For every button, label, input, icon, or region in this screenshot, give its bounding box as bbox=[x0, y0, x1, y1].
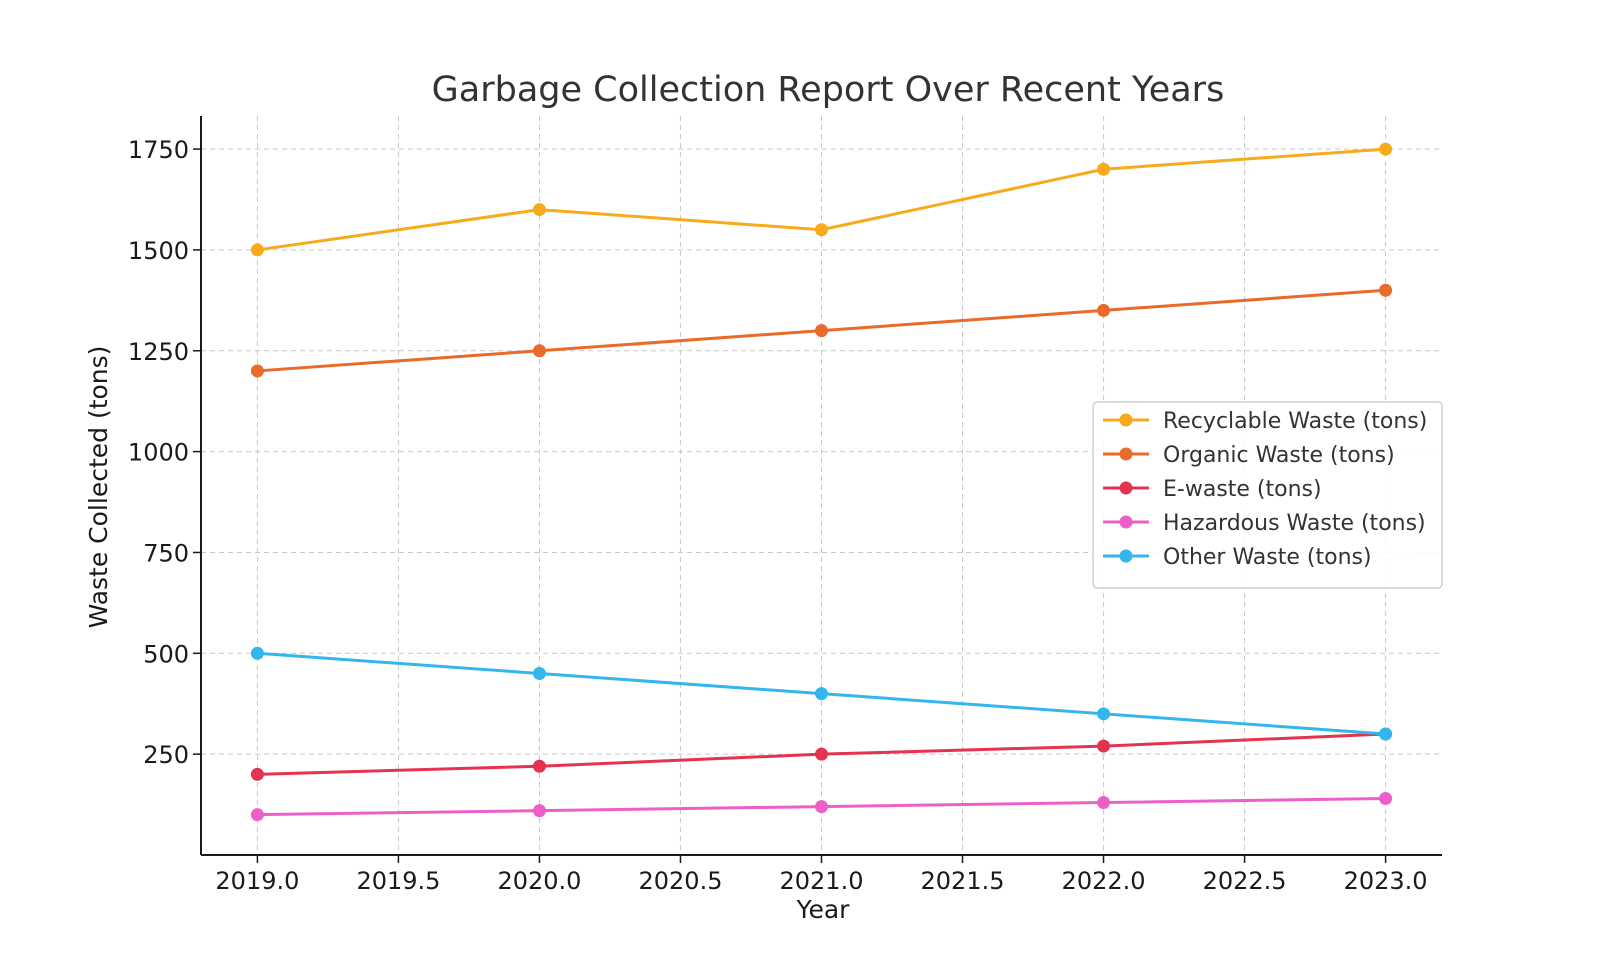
data-point bbox=[532, 804, 546, 818]
y-tick-label: 1250 bbox=[128, 338, 189, 366]
legend-item: Recyclable Waste (tons) bbox=[1103, 409, 1427, 434]
y-tick-label: 250 bbox=[143, 741, 189, 769]
data-point bbox=[1097, 162, 1111, 176]
legend-item: Hazardous Waste (tons) bbox=[1103, 511, 1426, 536]
legend-item: Other Waste (tons) bbox=[1103, 545, 1372, 570]
data-point bbox=[815, 687, 828, 701]
x-tick-label: 2022.0 bbox=[1062, 867, 1146, 895]
data-point bbox=[1097, 303, 1111, 317]
data-point bbox=[815, 324, 828, 338]
data-point bbox=[1379, 283, 1393, 297]
legend-label: Other Waste (tons) bbox=[1163, 545, 1372, 570]
data-point bbox=[1097, 739, 1111, 753]
legend-label: Recyclable Waste (tons) bbox=[1163, 409, 1427, 434]
series-hazardous-waste-tons bbox=[250, 792, 1393, 822]
x-tick-label: 2022.5 bbox=[1203, 867, 1287, 895]
data-point bbox=[815, 800, 828, 814]
data-point bbox=[532, 344, 546, 358]
data-point bbox=[815, 747, 828, 761]
y-axis-label: Waste Collected (tons) bbox=[84, 346, 113, 629]
legend-label: E-waste (tons) bbox=[1163, 477, 1322, 502]
y-tick-label: 750 bbox=[143, 539, 189, 567]
series-other-waste-tons bbox=[250, 646, 1393, 741]
data-point bbox=[1097, 707, 1111, 721]
data-point bbox=[250, 364, 264, 378]
data-point bbox=[250, 646, 264, 660]
tick-labels: 2019.0 2019.5 2020.0 2020.5 2021.0 2021.5 2022… bbox=[128, 136, 1428, 895]
x-tick-label: 2023.0 bbox=[1344, 867, 1428, 895]
data-point bbox=[1379, 142, 1393, 156]
legend-label: Organic Waste (tons) bbox=[1163, 443, 1395, 468]
legend-swatch-marker bbox=[1119, 515, 1133, 529]
data-point bbox=[1379, 792, 1393, 806]
y-tick-label: 500 bbox=[143, 640, 189, 668]
chart-title: Garbage Collection Report Over Recent Ye… bbox=[432, 70, 1225, 110]
legend-swatch-marker bbox=[1119, 447, 1133, 461]
legend-item: E-waste (tons) bbox=[1103, 477, 1322, 502]
legend-label: Hazardous Waste (tons) bbox=[1163, 511, 1426, 536]
legend-swatch-marker bbox=[1119, 481, 1133, 495]
axes bbox=[193, 116, 1442, 863]
series-layer bbox=[250, 142, 1393, 822]
legend-item: Organic Waste (tons) bbox=[1103, 443, 1395, 468]
data-point bbox=[532, 203, 546, 217]
x-tick-label: 2020.5 bbox=[638, 867, 722, 895]
x-tick-label: 2021.5 bbox=[921, 867, 1005, 895]
x-tick-label: 2019.5 bbox=[356, 867, 440, 895]
x-tick-label: 2020.0 bbox=[497, 867, 581, 895]
x-axis-label: Year bbox=[796, 895, 851, 924]
legend-box bbox=[1092, 401, 1443, 589]
data-point bbox=[532, 666, 546, 680]
legend: Recyclable Waste (tons) Organic Waste (to… bbox=[1092, 401, 1443, 589]
data-point bbox=[250, 808, 264, 822]
legend-swatch-marker bbox=[1119, 413, 1133, 427]
data-point bbox=[250, 767, 264, 781]
data-point bbox=[815, 223, 828, 237]
y-tick-label: 1000 bbox=[128, 439, 189, 467]
y-tick-label: 1750 bbox=[128, 136, 189, 164]
data-point bbox=[250, 243, 264, 257]
x-tick-label: 2019.0 bbox=[215, 867, 299, 895]
x-tick-label: 2021.0 bbox=[780, 867, 864, 895]
legend-swatch-marker bbox=[1119, 549, 1133, 563]
series-recyclable-waste-tons bbox=[250, 142, 1393, 257]
data-point bbox=[1379, 727, 1393, 741]
series-organic-waste-tons bbox=[250, 283, 1393, 378]
data-point bbox=[1097, 796, 1111, 810]
y-tick-label: 1500 bbox=[128, 237, 189, 265]
data-point bbox=[532, 759, 546, 773]
